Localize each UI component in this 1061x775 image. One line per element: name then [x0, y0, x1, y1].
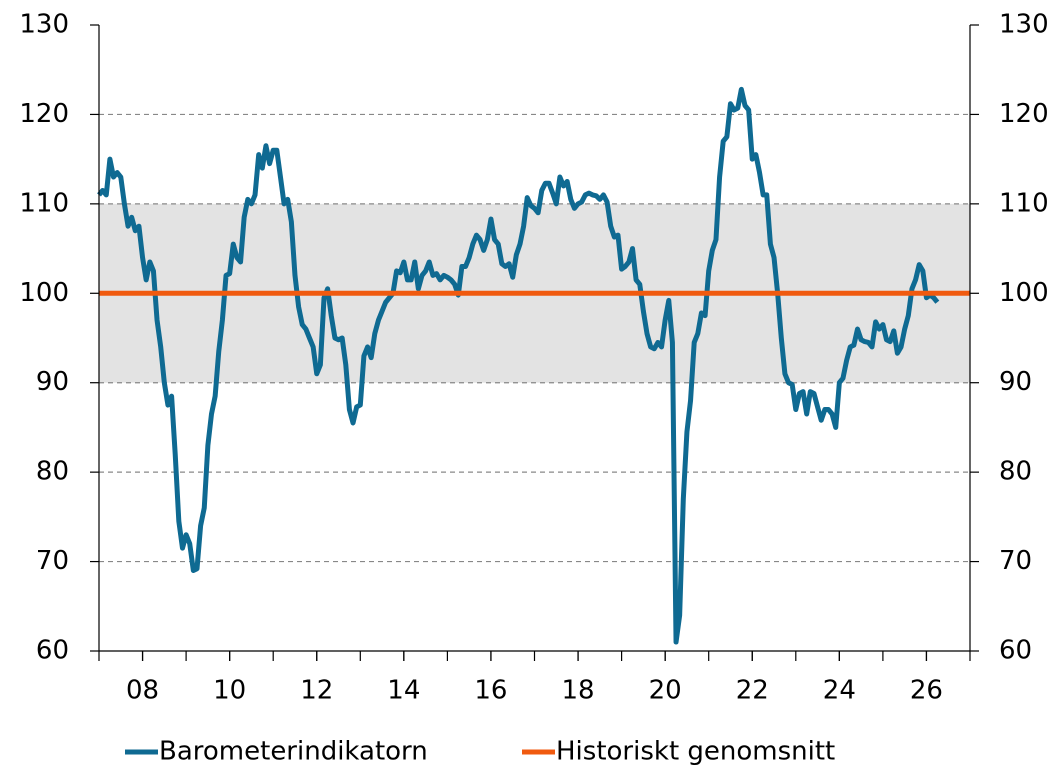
y-tick-label: 130: [19, 10, 69, 40]
legend-label: Historiskt genomsnitt: [556, 737, 835, 767]
y2-tick-label: 80: [999, 457, 1032, 487]
y2-tick-label: 130: [999, 10, 1049, 40]
y2-tick-label: 110: [999, 188, 1049, 218]
y-tick-label: 120: [19, 99, 69, 129]
y2-tick-label: 60: [999, 636, 1032, 666]
y2-tick-label: 90: [999, 367, 1032, 397]
y-tick-label: 90: [36, 367, 69, 397]
y-tick-label: 100: [19, 278, 69, 308]
x-tick-label: 20: [649, 676, 682, 706]
y2-tick-label: 100: [999, 278, 1049, 308]
x-tick-label: 12: [300, 676, 333, 706]
y-tick-label: 70: [36, 546, 69, 576]
x-tick-label: 18: [562, 676, 595, 706]
x-tick-label: 22: [736, 676, 769, 706]
line: [97, 86, 940, 645]
y2-tick-label: 70: [999, 546, 1032, 576]
x-tick-label: 10: [213, 676, 246, 706]
y-tick-label: 60: [36, 636, 69, 666]
x-tick-label: 14: [387, 676, 420, 706]
x-tick-label: 24: [823, 676, 856, 706]
y-tick-label: 80: [36, 457, 69, 487]
y2-tick-label: 120: [999, 99, 1049, 129]
y-tick-label: 110: [19, 188, 69, 218]
legend-label: Barometerindikatorn: [159, 737, 428, 767]
x-tick-label: 08: [126, 676, 159, 706]
x-tick-label: 26: [910, 676, 943, 706]
x-tick-label: 16: [474, 676, 507, 706]
